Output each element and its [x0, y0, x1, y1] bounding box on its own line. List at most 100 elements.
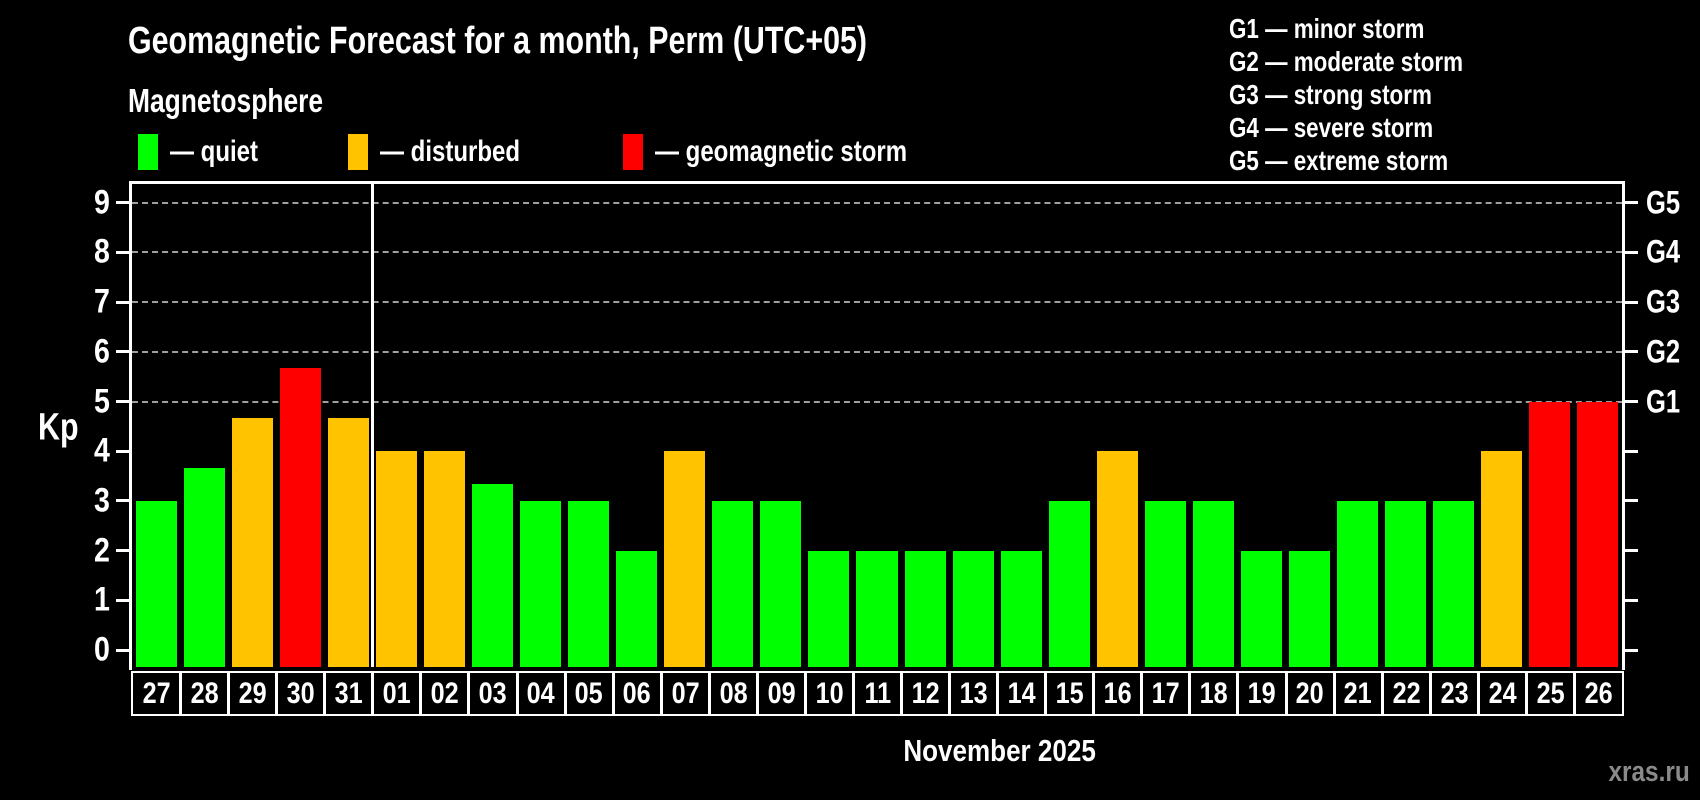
chart-subtitle-text: Magnetosphere	[128, 82, 324, 119]
x-tick-label-29: 29	[227, 671, 279, 716]
right-tick-5	[1625, 400, 1638, 403]
x-axis-label-text: November 2025	[903, 733, 1097, 768]
y-tick-label-8: 8	[94, 232, 110, 271]
right-axis-label-g1: G1	[1646, 383, 1681, 419]
bar-day-20	[1289, 550, 1331, 667]
bar-day-27	[135, 500, 177, 667]
x-axis-label: November 2025	[850, 733, 1150, 769]
x-tick-label-31: 31	[323, 671, 375, 716]
storm-scale-line-g4: G4 — severe storm	[1229, 112, 1434, 143]
y-tick-2	[116, 549, 129, 553]
storm-scale-line-g5: G5 — extreme storm	[1229, 145, 1449, 176]
x-tick-label-04: 04	[515, 671, 567, 716]
watermark: xras.ru	[1593, 756, 1690, 789]
bar-day-24	[1481, 451, 1523, 667]
x-tick-label-05: 05	[563, 671, 615, 716]
y-tick-6	[116, 350, 129, 354]
quiet-color-swatch	[138, 134, 158, 170]
bar-day-23	[1433, 500, 1475, 667]
y-tick-3	[116, 499, 129, 503]
right-tick-6	[1625, 350, 1638, 354]
bar-day-28	[183, 467, 225, 667]
x-tick-label-12: 12	[900, 671, 952, 716]
x-tick-label-13: 13	[948, 671, 1000, 716]
y-axis-label-text: Kp	[38, 406, 79, 449]
y-tick-label-9: 9	[94, 183, 110, 222]
month-separator-line	[370, 184, 374, 667]
x-tick-label-17: 17	[1140, 671, 1192, 716]
x-tick-label-21: 21	[1332, 671, 1384, 716]
y-axis-label: Kp	[38, 407, 89, 450]
gridline-kp5	[132, 400, 1622, 403]
y-tick-8	[116, 250, 129, 254]
right-tick-3	[1625, 499, 1638, 503]
bar-day-18	[1192, 500, 1234, 667]
x-tick-label-24: 24	[1476, 671, 1528, 716]
x-tick-label-27: 27	[131, 671, 183, 716]
magnetosphere-legend: — quiet — disturbed — geomagnetic storm	[138, 134, 970, 170]
legend-label-disturbed: — disturbed	[380, 135, 521, 168]
x-tick-label-19: 19	[1236, 671, 1288, 716]
gridline-kp9	[132, 201, 1622, 204]
bar-day-04	[520, 500, 562, 667]
storm-color-swatch	[623, 134, 644, 170]
x-tick-label-01: 01	[371, 671, 423, 716]
legend-item-disturbed: — disturbed	[348, 134, 555, 170]
storm-scale-line-g1: G1 — minor storm	[1229, 13, 1425, 44]
y-tick-label-3: 3	[94, 481, 110, 520]
y-tick-7	[116, 300, 129, 304]
bar-day-17	[1144, 500, 1186, 667]
y-tick-1	[116, 598, 129, 602]
x-tick-label-07: 07	[659, 671, 711, 716]
bar-day-02	[423, 451, 465, 667]
y-tick-label-0: 0	[94, 630, 110, 669]
bar-day-03	[471, 484, 513, 667]
right-axis-line	[1622, 184, 1625, 670]
y-tick-label-4: 4	[94, 431, 110, 470]
x-tick-label-26: 26	[1572, 671, 1624, 716]
legend-item-storm: — geomagnetic storm	[623, 134, 970, 170]
bar-day-25	[1529, 401, 1571, 667]
right-tick-2	[1625, 549, 1638, 553]
x-tick-label-09: 09	[755, 671, 807, 716]
legend-label-quiet: — quiet	[170, 135, 258, 168]
y-axis-line	[129, 184, 132, 670]
bar-day-19	[1240, 550, 1283, 667]
storm-scale-legend: G1 — minor storm G2 — moderate storm G3 — …	[1229, 12, 1522, 177]
chart-subtitle: Magnetosphere	[128, 82, 372, 120]
storm-scale-line-g2: G2 — moderate storm	[1229, 46, 1464, 77]
bar-day-05	[568, 500, 610, 667]
bar-day-14	[1000, 550, 1042, 667]
x-tick-label-15: 15	[1044, 671, 1096, 716]
y-tick-label-7: 7	[94, 282, 110, 321]
page-title-text: Geomagnetic Forecast for a month, Perm (…	[128, 20, 868, 62]
x-tick-label-23: 23	[1428, 671, 1480, 716]
bar-day-06	[616, 550, 658, 667]
y-tick-label-6: 6	[94, 332, 110, 371]
x-tick-label-10: 10	[803, 671, 855, 716]
bar-day-09	[760, 500, 802, 667]
x-tick-label-18: 18	[1188, 671, 1240, 716]
x-tick-label-11: 11	[851, 671, 904, 716]
x-tick-label-25: 25	[1524, 671, 1576, 716]
y-tick-4	[116, 449, 129, 453]
x-tick-label-02: 02	[419, 671, 471, 716]
y-tick-label-1: 1	[94, 580, 110, 619]
watermark-text: xras.ru	[1608, 756, 1690, 788]
bar-day-15	[1048, 500, 1090, 667]
y-tick-9	[116, 201, 129, 205]
bar-day-01	[375, 451, 417, 667]
right-tick-1	[1625, 598, 1638, 602]
bar-day-29	[231, 417, 273, 667]
right-tick-0	[1625, 648, 1638, 652]
right-tick-4	[1625, 449, 1638, 453]
right-tick-8	[1625, 250, 1638, 254]
right-axis-label-g4: G4	[1646, 233, 1681, 270]
bar-day-26	[1577, 401, 1619, 667]
y-tick-label-5: 5	[94, 382, 110, 420]
gridline-kp7	[132, 301, 1622, 304]
x-tick-label-30: 30	[275, 671, 327, 716]
top-axis-line	[129, 181, 1625, 184]
bar-day-31	[327, 417, 369, 667]
